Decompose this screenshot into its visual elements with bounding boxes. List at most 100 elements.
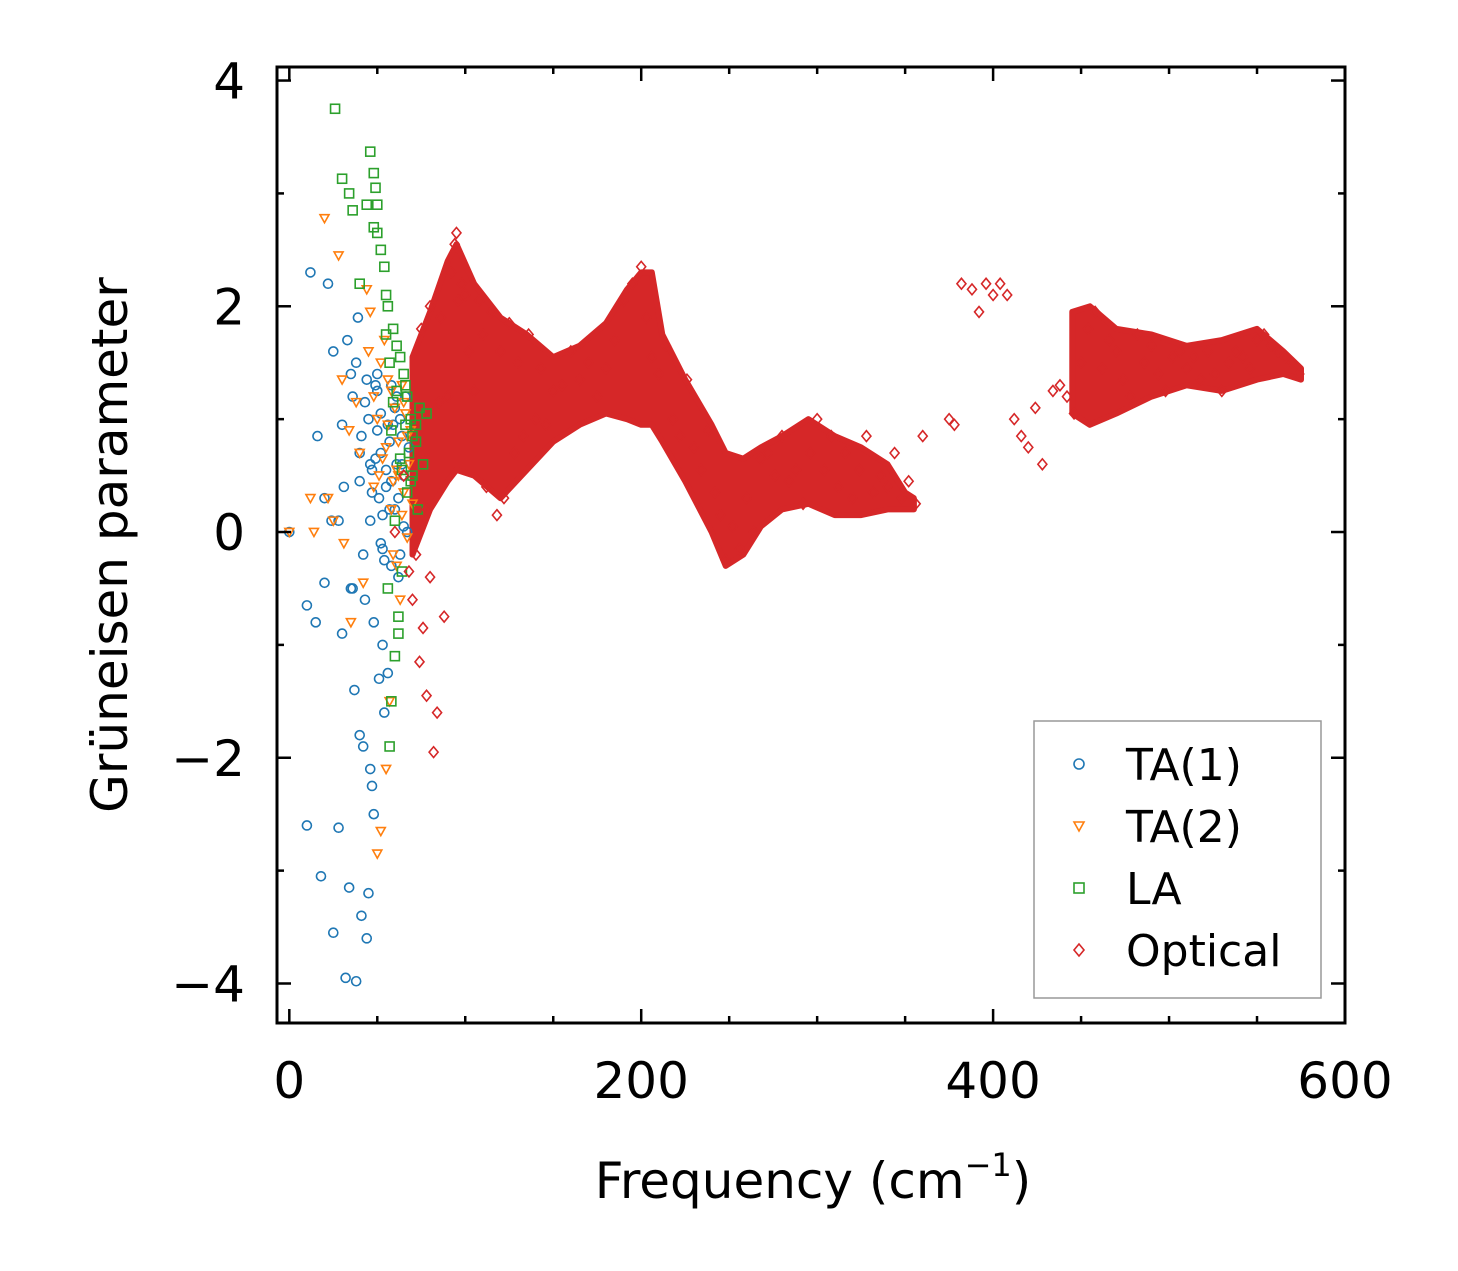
- data-point: [349, 684, 360, 696]
- data-point: [681, 372, 693, 387]
- data-point: [660, 339, 672, 353]
- data-point: [340, 972, 351, 984]
- data-point: [410, 436, 422, 448]
- data-point: [714, 508, 726, 522]
- data-point: [308, 527, 320, 539]
- x-tick-label: 200: [593, 1052, 688, 1110]
- data-point: [393, 628, 404, 639]
- data-point: [1293, 367, 1305, 381]
- data-point: [322, 278, 334, 290]
- series-optical: [389, 226, 1305, 759]
- data-point: [396, 464, 408, 476]
- data-point: [319, 492, 330, 504]
- x-tick-label: 600: [1297, 1052, 1392, 1110]
- axis-ticks: 0 200 400 600 −4 −2 0 2 4: [171, 53, 1392, 1110]
- data-point: [343, 882, 355, 893]
- data-point: [1096, 361, 1108, 376]
- data-point: [688, 440, 700, 455]
- data-point: [1174, 344, 1186, 359]
- data-point: [370, 182, 381, 194]
- data-point: [342, 334, 353, 346]
- data-point: [357, 578, 370, 589]
- data-point: [370, 379, 381, 391]
- data-point: [359, 594, 371, 606]
- data-point: [336, 628, 348, 639]
- data-point: [1110, 344, 1122, 359]
- data-point: [333, 822, 344, 834]
- data-point: [508, 446, 521, 460]
- legend-label: TA(2): [1125, 802, 1242, 853]
- data-point: [379, 261, 390, 273]
- data-point: [695, 463, 707, 477]
- data-point: [377, 509, 388, 521]
- data-point: [421, 408, 432, 419]
- data-point: [382, 300, 394, 312]
- data-point: [350, 397, 363, 409]
- data-point: [301, 820, 313, 831]
- data-point: [618, 293, 630, 308]
- data-point: [463, 344, 475, 359]
- series-la: [329, 103, 432, 752]
- data-point: [762, 446, 774, 460]
- data-point: [783, 474, 795, 488]
- data-point: [1244, 361, 1256, 376]
- optical-density-band: [409, 241, 1304, 569]
- data-point: [305, 267, 316, 278]
- data-point: [1131, 327, 1143, 342]
- data-point: [846, 491, 858, 505]
- data-point: [357, 741, 369, 752]
- data-point: [818, 463, 830, 477]
- data-point: [832, 480, 844, 494]
- data-point: [304, 493, 317, 505]
- data-point: [790, 463, 802, 477]
- data-point: [839, 446, 851, 460]
- data-point: [387, 419, 399, 431]
- data-point: [1202, 344, 1214, 359]
- data-point: [1258, 327, 1270, 342]
- data-point: [301, 600, 313, 611]
- data-point: [449, 237, 461, 251]
- data-point: [361, 933, 373, 944]
- data-point: [366, 780, 378, 792]
- data-point: [345, 617, 357, 629]
- data-point: [530, 412, 542, 426]
- data-point: [1075, 356, 1087, 370]
- data-point: [373, 673, 385, 685]
- legend-marker: [1072, 821, 1086, 833]
- data-point: [431, 705, 443, 720]
- data-point: [1230, 344, 1242, 359]
- data-point: [359, 396, 371, 408]
- data-point: [556, 378, 568, 392]
- data-point: [380, 289, 392, 301]
- data-point: [980, 277, 992, 291]
- x-tick-label: 400: [945, 1052, 1040, 1110]
- data-point: [318, 213, 331, 225]
- data-point: [1167, 350, 1179, 364]
- plot-frame: [275, 65, 1347, 1025]
- data-point: [322, 493, 334, 505]
- data-point: [403, 564, 415, 579]
- data-point: [769, 468, 781, 483]
- data-point: [1237, 350, 1249, 364]
- data-point: [387, 550, 399, 561]
- data-point: [368, 617, 380, 628]
- data-point: [380, 329, 392, 340]
- data-point: [345, 583, 357, 594]
- y-tick-label: −2: [171, 730, 245, 788]
- data-point: [380, 481, 392, 493]
- data-point: [356, 430, 367, 442]
- data-point: [1138, 356, 1150, 370]
- data-point: [498, 491, 510, 505]
- data-point: [720, 553, 732, 567]
- data-point: [1216, 384, 1228, 398]
- data-point: [329, 103, 341, 115]
- data-point: [360, 284, 373, 296]
- legend-marker: [1073, 758, 1085, 770]
- data-point: [1008, 412, 1020, 426]
- data-point: [406, 593, 419, 607]
- data-point: [394, 453, 406, 464]
- data-point: [386, 560, 397, 572]
- data-point: [410, 547, 422, 562]
- data-point: [368, 808, 380, 820]
